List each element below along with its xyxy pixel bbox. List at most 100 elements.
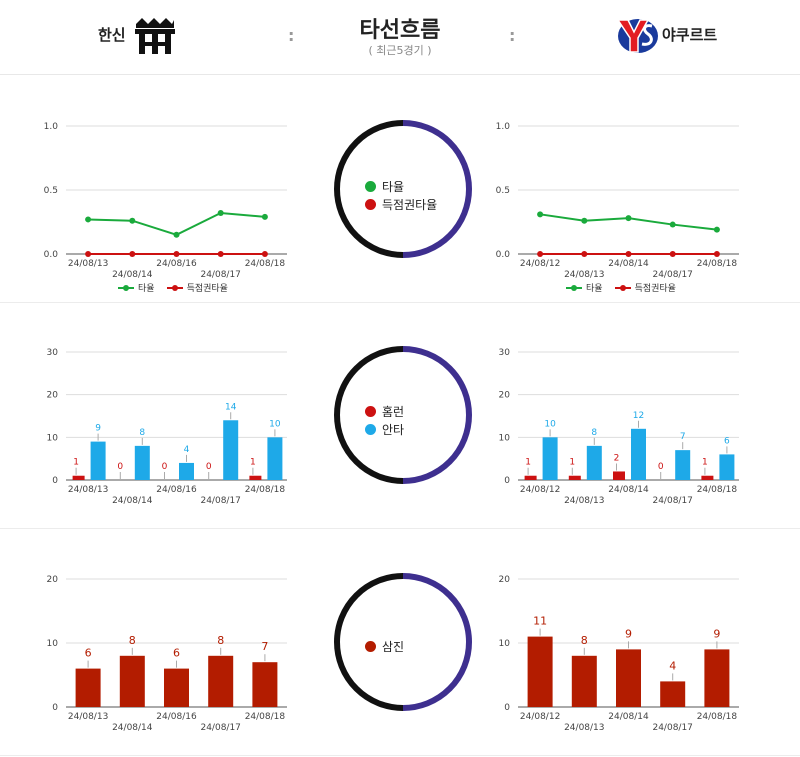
legend-label: 득점권타율 bbox=[634, 284, 676, 294]
legend-label: 삼진 bbox=[382, 639, 405, 654]
x-tick-label: 24/08/13 bbox=[564, 270, 604, 280]
x-tick-label: 24/08/17 bbox=[200, 496, 240, 506]
data-point bbox=[173, 251, 180, 257]
data-label: 0 bbox=[162, 462, 168, 472]
data-label: 11 bbox=[533, 615, 547, 628]
bar bbox=[586, 445, 602, 480]
bar bbox=[252, 662, 278, 707]
legend-label: 타율 bbox=[586, 284, 603, 294]
x-tick-label: 24/08/18 bbox=[245, 259, 286, 269]
bar bbox=[660, 681, 686, 707]
legend-item-avg: 타율 bbox=[365, 177, 465, 195]
page-title: 타선흐름 bbox=[359, 18, 441, 43]
y-tick-label: 0.5 bbox=[496, 186, 510, 196]
x-tick-label: 24/08/12 bbox=[520, 712, 560, 722]
x-tick-label: 24/08/13 bbox=[68, 712, 108, 722]
bar bbox=[704, 649, 730, 707]
section-divider bbox=[0, 755, 800, 756]
legend-label: 안타 bbox=[382, 422, 405, 437]
home-line-legend: 타율 득점권타율 bbox=[118, 281, 240, 294]
bar bbox=[72, 475, 85, 480]
x-tick-label: 24/08/18 bbox=[697, 259, 738, 269]
y-tick-label: 20 bbox=[499, 391, 511, 401]
y-tick-label: 0.0 bbox=[44, 250, 59, 260]
bar bbox=[571, 655, 597, 707]
data-point bbox=[537, 211, 544, 218]
bar bbox=[524, 475, 537, 480]
x-tick-label: 24/08/17 bbox=[652, 496, 692, 506]
legend-label: 홈런 bbox=[382, 404, 405, 419]
data-label: 8 bbox=[591, 428, 597, 438]
x-tick-label: 24/08/14 bbox=[112, 270, 153, 280]
data-label: 1 bbox=[702, 458, 708, 468]
y-tick-label: 20 bbox=[47, 575, 59, 585]
bar bbox=[613, 471, 625, 480]
risp-line-icon bbox=[614, 284, 631, 291]
bar bbox=[75, 668, 101, 707]
separator-right: : bbox=[509, 26, 516, 45]
bar bbox=[631, 428, 646, 480]
data-point bbox=[625, 215, 632, 222]
y-tick-label: 0 bbox=[52, 703, 58, 713]
data-label: 1 bbox=[525, 458, 531, 468]
y-tick-label: 0 bbox=[52, 476, 58, 486]
data-point bbox=[217, 251, 224, 257]
risp-dot-icon bbox=[365, 198, 376, 210]
homerun-dot-icon bbox=[365, 405, 376, 417]
data-point bbox=[537, 251, 544, 257]
legend-item-hits: 안타 bbox=[365, 420, 465, 438]
x-tick-label: 24/08/12 bbox=[520, 485, 560, 495]
data-label: 10 bbox=[544, 419, 556, 429]
x-tick-label: 24/08/14 bbox=[608, 259, 649, 269]
y-tick-label: 20 bbox=[499, 575, 511, 585]
bar bbox=[701, 475, 714, 480]
data-label: 12 bbox=[633, 411, 644, 421]
data-point bbox=[669, 251, 676, 257]
risp-line-icon bbox=[166, 284, 183, 291]
x-tick-label: 24/08/14 bbox=[112, 723, 153, 733]
data-point bbox=[129, 251, 136, 257]
data-label: 6 bbox=[85, 647, 92, 660]
data-point bbox=[261, 213, 268, 220]
x-tick-label: 24/08/17 bbox=[652, 270, 692, 280]
x-tick-label: 24/08/17 bbox=[200, 270, 240, 280]
y-tick-label: 10 bbox=[47, 433, 59, 443]
away-team-logo-icon bbox=[616, 19, 658, 53]
avg-line-icon bbox=[566, 284, 582, 291]
data-label: 8 bbox=[217, 634, 224, 647]
y-tick-label: 0.5 bbox=[44, 186, 58, 196]
home-team-logo-icon bbox=[135, 18, 175, 54]
header: 한신 : 타선흐름 ( 최근5경기 ) : 야쿠르트 bbox=[0, 0, 800, 75]
data-label: 7 bbox=[261, 640, 268, 653]
section-divider bbox=[0, 528, 800, 529]
x-tick-label: 24/08/16 bbox=[156, 712, 197, 722]
bar bbox=[164, 668, 189, 707]
ring-hits-legend: 홈런 안타 bbox=[365, 402, 465, 438]
data-point bbox=[581, 251, 588, 257]
x-tick-label: 24/08/18 bbox=[697, 485, 738, 495]
bar bbox=[527, 636, 553, 707]
data-label: 0 bbox=[658, 462, 664, 472]
away-team-name: 야쿠르트 bbox=[662, 26, 718, 44]
data-label: 7 bbox=[680, 432, 686, 442]
data-label: 6 bbox=[173, 647, 180, 660]
data-label: 10 bbox=[269, 419, 281, 429]
data-label: 1 bbox=[73, 458, 79, 468]
data-label: 8 bbox=[581, 634, 588, 647]
data-point bbox=[713, 226, 720, 233]
legend-avg: 타율 bbox=[566, 281, 603, 294]
avg-dot-icon bbox=[365, 180, 376, 192]
x-tick-label: 24/08/18 bbox=[245, 485, 286, 495]
bar bbox=[119, 655, 145, 707]
bar bbox=[223, 420, 239, 480]
data-point bbox=[713, 251, 720, 257]
x-tick-label: 24/08/18 bbox=[245, 712, 286, 722]
data-point bbox=[217, 210, 224, 217]
legend-risp: 득점권타율 bbox=[614, 281, 676, 294]
x-tick-label: 24/08/16 bbox=[156, 259, 197, 269]
avg-line-icon bbox=[118, 284, 134, 291]
data-label: 0 bbox=[206, 462, 212, 472]
y-tick-label: 20 bbox=[47, 391, 59, 401]
data-label: 9 bbox=[625, 627, 632, 640]
